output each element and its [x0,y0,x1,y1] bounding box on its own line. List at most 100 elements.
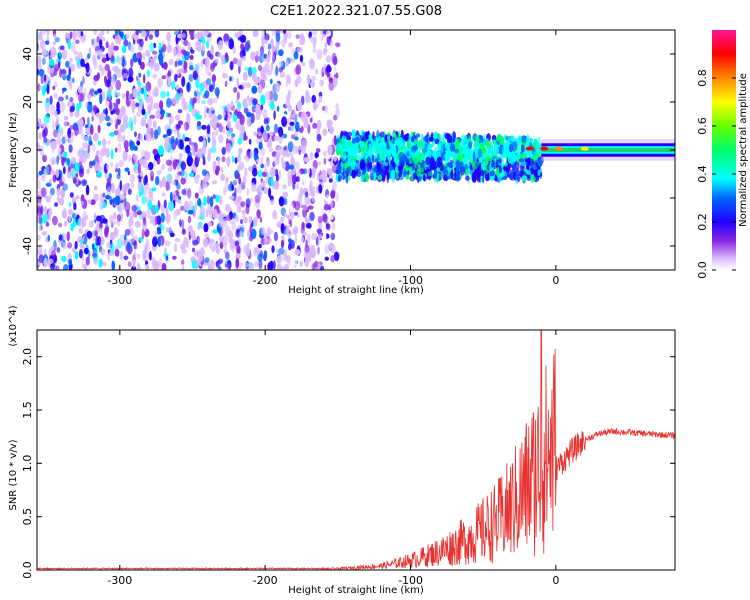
spectrogram-cell [43,257,48,268]
spectrogram-cell [59,68,62,78]
spectrogram-cell [119,124,126,133]
spectrogram-cell [236,154,242,163]
spectrogram-cell [128,94,133,102]
spectrogram-cell [279,60,283,68]
spectrogram-cell [176,162,180,171]
spectrogram-cell [288,242,292,251]
spectrogram-cell [306,197,311,206]
spectrogram-cell [444,154,448,165]
spectrogram-cell [417,139,424,151]
spectrogram-cell [263,53,268,59]
spectrogram-cell [97,236,102,246]
spectrogram-cell [119,31,124,38]
spectrogram-cell [390,169,396,180]
spectrogram-cell [299,260,303,268]
spectrogram-cell [258,184,263,193]
spectrogram-cell [106,30,109,34]
spectrogram-cell [472,151,476,162]
spectrogram-cell [277,145,283,151]
spectrogram-cell [236,195,242,202]
spectrogram-cell [252,30,259,38]
spectrogram-cell [119,180,123,191]
spectrogram-cell [136,111,141,117]
spectrogram-cell [201,146,207,156]
spectrogram-cell [184,200,189,211]
spectrogram-cell [152,236,158,247]
spectrogram-cell [85,127,90,132]
spectrogram-cell [332,90,335,98]
spectrogram-cell [436,173,439,184]
spectrogram-cell [243,155,248,160]
spectrogram-cell [325,223,331,231]
spectrogram-cell [273,92,278,102]
spectrogram-cell [56,187,61,197]
spectrogram-cell [392,162,396,168]
spectrogram-cell [131,103,135,114]
spectrogram-cell [56,101,60,112]
spectrogram-cell [532,151,537,163]
y-tick-label: 20 [21,95,34,109]
spectrogram-cell [264,39,268,45]
spectrogram-cell [295,161,300,171]
spectrogram-cell [55,139,61,145]
spectrogram-cell [63,220,68,227]
spectrogram-cell [174,73,178,82]
spectrogram-cell [273,110,276,120]
spectrogram-cell [152,259,157,270]
spectrogram-cell [108,173,113,179]
spectrogram-cell [422,173,426,182]
spectrogram-cell [204,233,210,238]
spectrogram-cell [263,74,267,81]
spectrogram-cell [111,74,116,86]
spectrogram-cell [361,135,368,143]
x-tick-label: -300 [107,574,132,587]
spectrogram-cell [256,127,261,133]
spectrogram-cell [254,194,261,204]
spectrogram-cell [160,205,165,213]
spectrogram-cell [263,117,268,125]
spectrogram-cell [152,73,158,79]
spectrogram-cell [324,41,328,49]
spectrogram-cell [92,30,98,36]
spectrogram-cell [420,154,426,160]
spectrogram-cell [68,202,72,207]
spectrogram-cell [61,209,67,219]
spectrogram-cell [68,144,73,153]
spectrogram-cell [329,40,334,48]
spectrogram-cell [46,83,50,95]
spectrogram-cell [49,187,55,196]
spectrogram-cell [81,217,85,228]
spectrogram-cell [195,40,202,52]
spectrogram-cell [535,145,541,155]
spectrogram-cell [50,46,56,58]
spectrogram-cell [283,217,289,226]
spectrogram-cell [306,74,311,85]
spectrogram-cell [157,126,161,136]
spectrogram-cell [101,163,105,174]
spectrogram-cell [303,156,310,163]
spectrogram-cell [117,142,122,153]
spectrogram-cell [225,214,231,222]
spectrogram-cell [133,250,137,258]
spectrogram-cell [479,135,484,142]
spectrogram-cell [323,157,327,165]
spectrogram-cell [231,184,234,191]
spectrogram-cell [93,39,96,44]
spectrogram-cell [207,148,212,156]
spectrogram-cell [280,217,284,223]
spectrogram-cell [161,176,167,188]
carrier-core [541,148,675,152]
spectrogram-cell [233,86,238,93]
spectrogram-cell [361,170,366,176]
spectrogram-cell [278,196,285,207]
spectrogram-cell [54,202,59,207]
spectrogram-cell [130,121,133,132]
spectrogram-cell [206,195,210,205]
spectrogram-cell [204,56,210,68]
spectrogram-cell [212,208,218,219]
spectrogram-cell [276,173,279,182]
spectrogram-cell [122,93,126,99]
spectrogram-cell [92,252,98,258]
spectrogram-cell [296,182,299,190]
spectrogram-cell [113,45,119,51]
